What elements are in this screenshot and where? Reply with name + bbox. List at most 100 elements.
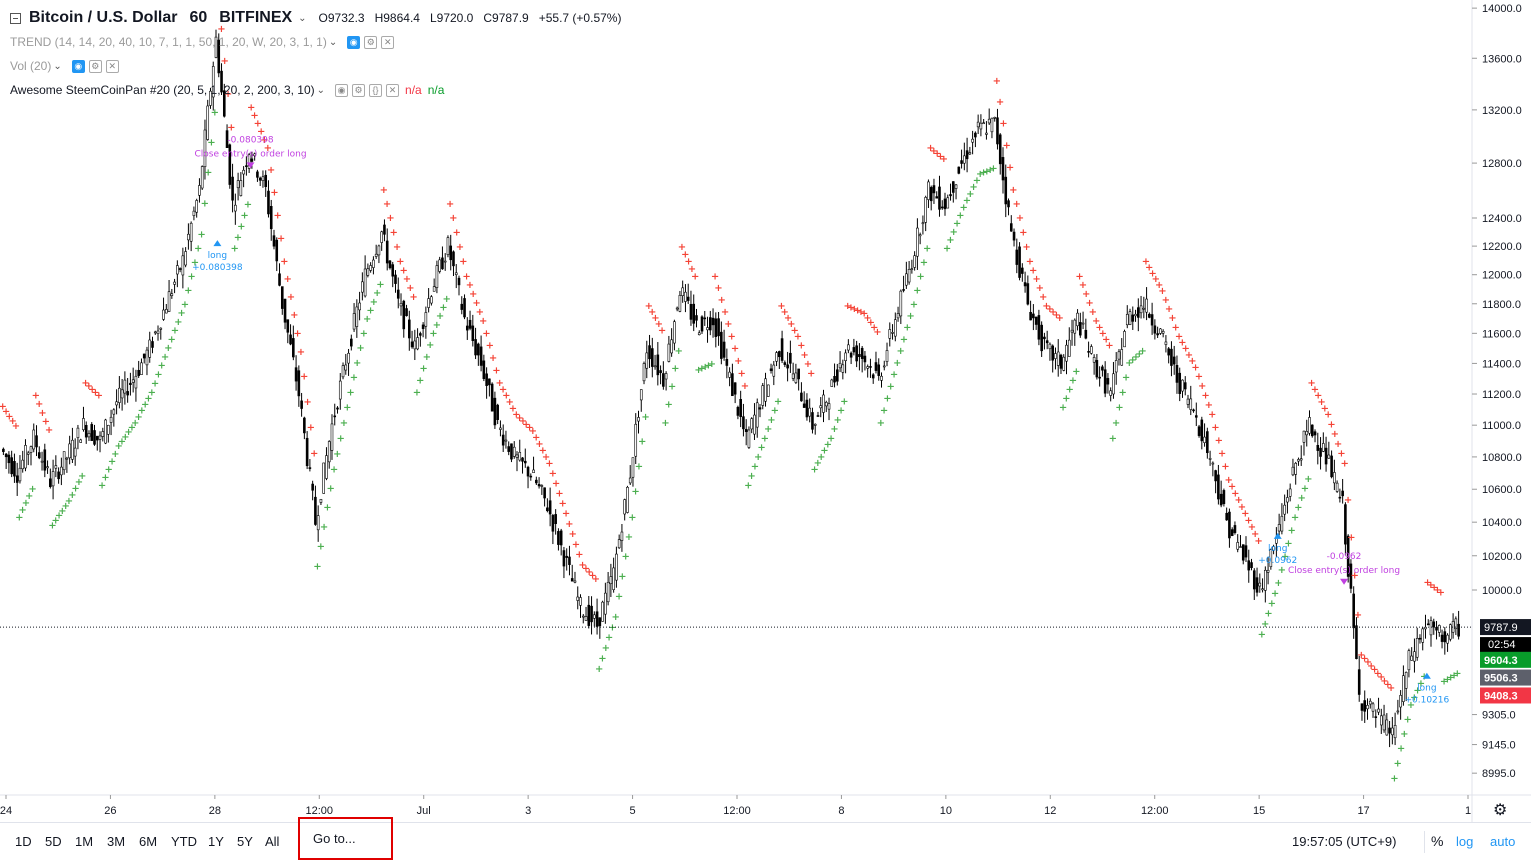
sar-down-marker: + bbox=[1178, 338, 1186, 349]
range-1d-button[interactable]: 1D bbox=[15, 834, 32, 849]
candle-body bbox=[452, 251, 455, 267]
sar-up-marker: + bbox=[366, 305, 374, 316]
chevron-down-icon[interactable]: ⌄ bbox=[328, 36, 338, 48]
price-tick-label: 10200.0 bbox=[1482, 551, 1522, 563]
clock-timezone[interactable]: 19:57:05 (UTC+9) bbox=[1292, 834, 1397, 849]
range-1m-button[interactable]: 1M bbox=[75, 834, 94, 849]
log-scale-button[interactable]: log bbox=[1456, 834, 1474, 849]
sar-up-marker: + bbox=[413, 388, 421, 399]
sar-up-marker: + bbox=[363, 314, 371, 325]
arrow-down-icon bbox=[246, 162, 255, 169]
gear-icon[interactable]: ⚙ bbox=[364, 35, 378, 49]
gear-icon[interactable]: ⚙ bbox=[88, 59, 102, 73]
goto-button[interactable]: Go to... bbox=[298, 817, 393, 860]
price-tick-label: 8995.0 bbox=[1482, 768, 1516, 780]
sar-up-marker: + bbox=[134, 412, 142, 423]
sar-down-marker: + bbox=[1075, 271, 1083, 282]
candle-body bbox=[1360, 703, 1364, 711]
sar-down-marker: + bbox=[466, 280, 474, 291]
range-5d-button[interactable]: 5D bbox=[45, 834, 62, 849]
candle-body bbox=[372, 259, 375, 268]
indicator-strategy[interactable]: Awesome SteemCoinPan #20 (20, 5, 1, 20, … bbox=[10, 81, 444, 99]
candle-body bbox=[438, 259, 441, 272]
exchange[interactable]: BITFINEX bbox=[219, 9, 293, 26]
auto-scale-button[interactable]: auto bbox=[1490, 834, 1516, 849]
sar-down-marker: + bbox=[257, 127, 265, 138]
chevron-down-icon[interactable]: ⌄ bbox=[316, 84, 326, 96]
eye-icon[interactable]: ◉ bbox=[347, 35, 361, 49]
candle-body bbox=[496, 404, 499, 420]
sar-down-marker: + bbox=[1145, 262, 1153, 273]
eye-icon[interactable]: ◉ bbox=[71, 59, 85, 73]
sar-down-marker: + bbox=[1172, 322, 1180, 333]
candle-body bbox=[294, 367, 298, 382]
candle-body bbox=[358, 302, 361, 311]
sar-down-marker: + bbox=[380, 185, 388, 196]
range-6m-button[interactable]: 6M bbox=[139, 834, 158, 849]
candle-body bbox=[697, 332, 701, 336]
sar-down-marker: + bbox=[678, 242, 686, 253]
range-5y-button[interactable]: 5Y bbox=[237, 834, 253, 849]
candle-body bbox=[742, 416, 745, 430]
sar-up-marker: + bbox=[1062, 394, 1070, 405]
sar-down-marker: + bbox=[843, 301, 851, 312]
percent-scale-button[interactable]: % bbox=[1431, 833, 1444, 849]
candle-body bbox=[319, 498, 323, 503]
sar-up-marker: + bbox=[698, 364, 706, 375]
sar-up-marker: + bbox=[830, 424, 838, 435]
sar-down-marker: + bbox=[800, 350, 808, 361]
candle-body bbox=[1109, 390, 1112, 396]
price-tick-label: 12200.0 bbox=[1482, 241, 1522, 253]
indicator-volume[interactable]: Vol (20) ⌄ ◉ ⚙ ✕ bbox=[10, 57, 119, 75]
range-3m-button[interactable]: 3M bbox=[107, 834, 126, 849]
sar-down-marker: + bbox=[1022, 242, 1030, 253]
candle-body bbox=[60, 466, 63, 476]
sar-down-marker: + bbox=[85, 381, 93, 392]
range-ytd-button[interactable]: YTD bbox=[171, 834, 197, 849]
braces-icon[interactable]: {} bbox=[369, 83, 383, 97]
candle-body bbox=[1322, 443, 1325, 452]
gear-icon[interactable]: ⚙ bbox=[352, 83, 366, 97]
chevron-down-icon[interactable]: ⌄ bbox=[53, 60, 62, 72]
eye-icon[interactable]: ◉ bbox=[335, 83, 349, 97]
candle-body bbox=[1015, 249, 1019, 265]
chart-settings-gear-icon[interactable]: ⚙ bbox=[1493, 802, 1508, 819]
signal-label: Close entry(s) order long bbox=[195, 149, 307, 159]
collapse-icon[interactable] bbox=[10, 12, 21, 24]
candle-body bbox=[234, 204, 237, 212]
candle-body bbox=[526, 466, 530, 477]
sar-down-marker: + bbox=[95, 391, 103, 402]
sar-down-marker: + bbox=[728, 331, 736, 342]
candle-body bbox=[490, 383, 494, 412]
candle-body bbox=[176, 265, 179, 275]
indicator-trend[interactable]: TREND (14, 14, 20, 40, 10, 7, 1, 1, 50, … bbox=[10, 33, 395, 51]
sar-down-marker: + bbox=[691, 271, 699, 282]
candle-body bbox=[598, 617, 602, 627]
sar-up-marker: + bbox=[824, 439, 832, 450]
chevron-down-icon[interactable]: ⌄ bbox=[298, 12, 307, 24]
candle-body bbox=[134, 375, 138, 389]
sar-down-marker: + bbox=[274, 210, 282, 221]
candle-body bbox=[894, 319, 897, 337]
close-icon[interactable]: ✕ bbox=[105, 59, 119, 73]
close-icon[interactable]: ✕ bbox=[381, 35, 395, 49]
sar-down-marker: + bbox=[1165, 304, 1173, 315]
sar-down-marker: + bbox=[1327, 419, 1335, 430]
candle-body bbox=[753, 414, 756, 435]
interval[interactable]: 60 bbox=[189, 9, 208, 26]
candle-body bbox=[220, 70, 223, 93]
price-tick-label: 11400.0 bbox=[1482, 358, 1521, 370]
candle-body bbox=[1393, 725, 1397, 739]
symbol-name[interactable]: Bitcoin / U.S. Dollar bbox=[29, 9, 178, 26]
close-icon[interactable]: ✕ bbox=[386, 83, 400, 97]
candle-body bbox=[982, 122, 985, 125]
range-1y-button[interactable]: 1Y bbox=[208, 834, 224, 849]
range-all-button[interactable]: All bbox=[265, 834, 280, 849]
sar-down-marker: + bbox=[578, 560, 586, 571]
candle-body bbox=[98, 435, 102, 440]
candle-body bbox=[485, 373, 488, 386]
candle-body bbox=[1007, 200, 1010, 208]
candle-body bbox=[1073, 319, 1077, 334]
sar-down-marker: + bbox=[549, 468, 557, 479]
